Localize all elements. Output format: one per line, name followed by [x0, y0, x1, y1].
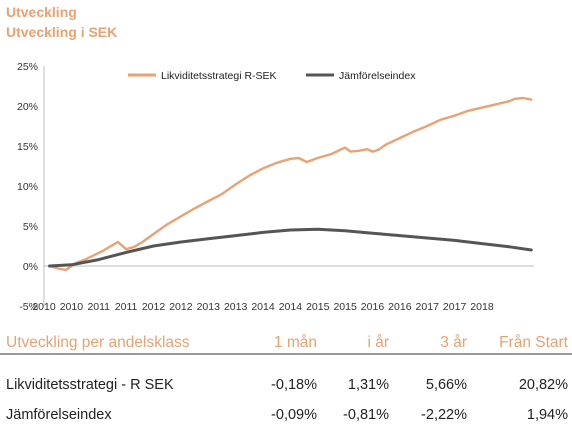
performance-line-chart: -5%0%5%10%15%20%25%2010 2010 2011 2011 2012 2… [17, 61, 534, 313]
y-tick-label: 15% [17, 141, 38, 153]
x-tick-label: 2011 [87, 301, 110, 313]
header-1-month: 1 mån [273, 334, 317, 351]
y-tick-label: 0% [23, 261, 38, 273]
table-row: Jämförelseindex -0,09% -0,81% -2,22% 1,9… [0, 400, 572, 430]
header-3-year: 3 år [440, 334, 467, 351]
row-1-month: -0,18% [271, 377, 317, 393]
row-1-month: -0,09% [271, 407, 317, 423]
series-line-fund [48, 96, 533, 272]
header-ytd: i år [367, 334, 389, 351]
y-tick-label: 25% [17, 61, 38, 73]
x-tick-label: 2010 [60, 301, 84, 313]
row-ytd: 1,31% [347, 377, 389, 393]
x-tick-label: 2014 [251, 301, 275, 313]
legend-label: Likviditetsstrategi R-SEK [161, 70, 277, 82]
row-since-start: 20,82% [518, 377, 568, 393]
y-tick-label: 20% [17, 101, 38, 113]
x-tick-label: 2015 [306, 301, 330, 313]
row-label: Jämförelseindex [6, 407, 112, 423]
x-tick-label: 2016 [361, 301, 385, 313]
chart-title: Utveckling [6, 4, 77, 20]
y-tick-label: 5% [23, 221, 38, 233]
x-tick-label: 2010 [32, 301, 56, 313]
x-tick-label: 2016 [388, 301, 412, 313]
x-tick-label: 2014 [279, 301, 303, 313]
x-tick-label: 2018 [470, 301, 494, 313]
header-since-start: Från Start [499, 334, 568, 351]
chart-subtitle: Utveckling i SEK [6, 24, 118, 40]
row-3-year: 5,66% [425, 377, 467, 393]
performance-table: Utveckling per andelsklass 1 mån i år 3 … [0, 328, 572, 430]
header-label: Utveckling per andelsklass [6, 334, 190, 351]
x-tick-label: 2012 [142, 301, 166, 313]
row-3-year: -2,22% [421, 407, 467, 423]
legend-label: Jämförelseindex [339, 70, 416, 82]
x-tick-label: 2015 [333, 301, 357, 313]
table-header-row: Utveckling per andelsklass 1 mån i år 3 … [0, 328, 572, 358]
x-tick-label: 2013 [224, 301, 248, 313]
x-tick-label: 2017 [416, 301, 440, 313]
x-tick-label: 2012 [169, 301, 193, 313]
chart-header: Utveckling Utveckling i SEK [6, 2, 117, 42]
series-line-index [48, 227, 533, 268]
x-tick-label: 2017 [443, 301, 467, 313]
table-row: Likviditetsstrategi - R SEK -0,18% 1,31%… [0, 370, 572, 400]
x-tick-label: 2013 [197, 301, 221, 313]
y-tick-label: -5% [19, 301, 38, 313]
y-tick-label: 10% [17, 181, 38, 193]
row-since-start: 1,94% [526, 407, 568, 423]
header-divider [0, 353, 572, 355]
x-tick-label: 2011 [115, 301, 138, 313]
row-label: Likviditetsstrategi - R SEK [6, 377, 174, 393]
row-ytd: -0,81% [343, 407, 389, 423]
